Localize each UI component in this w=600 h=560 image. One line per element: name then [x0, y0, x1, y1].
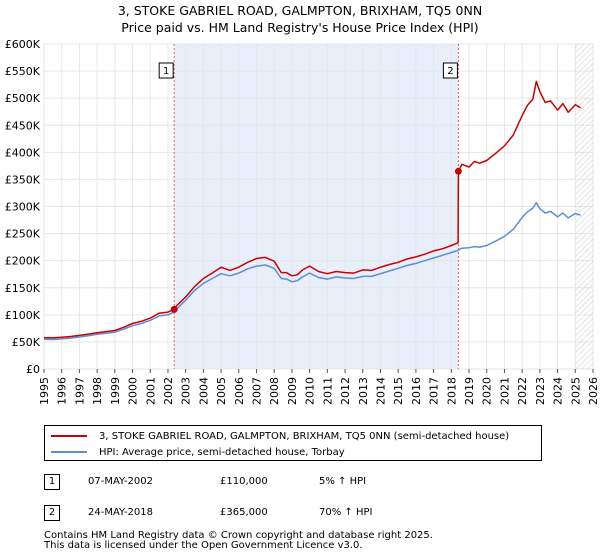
x-tick-label: 2016	[410, 377, 423, 405]
transaction-badge: 1	[44, 474, 60, 490]
transaction-date: 07-MAY-2002	[88, 476, 154, 487]
legend-label-hpi: HPI: Average price, semi-detached house,…	[99, 446, 345, 458]
transaction-point	[454, 167, 462, 175]
y-tick-label: £250K	[5, 228, 41, 241]
x-tick-label: 2022	[516, 377, 529, 405]
x-tick-label: 2019	[463, 377, 476, 405]
y-tick-label: £600K	[5, 38, 41, 51]
series-line-price-paid	[43, 80, 581, 339]
x-tick-label: 2024	[552, 377, 565, 405]
x-tick-label: 2018	[445, 377, 458, 405]
x-tick-label: 1997	[73, 377, 86, 405]
x-tick-label: 2009	[286, 377, 299, 405]
legend-swatch-blue	[51, 451, 87, 453]
x-tick-label: 2005	[215, 377, 228, 405]
x-tick-label: 2002	[162, 377, 175, 405]
x-tick-label: 2006	[233, 377, 246, 405]
x-tick-label: 2003	[180, 377, 193, 405]
annotation-badge-box	[158, 62, 174, 79]
x-tick-label: 2025	[569, 377, 582, 405]
x-tick-label: 2014	[374, 377, 387, 405]
y-tick-label: £0	[26, 363, 40, 376]
footer: Contains HM Land Registry data © Crown c…	[44, 531, 433, 551]
x-tick-label: 1999	[109, 377, 122, 405]
x-tick-label: 2011	[321, 377, 334, 405]
y-tick-label: £200K	[5, 255, 41, 268]
x-tick-label: 2001	[144, 377, 157, 405]
x-tick-label: 2012	[339, 377, 352, 405]
footer-line-1: Contains HM Land Registry data © Crown c…	[44, 530, 433, 541]
transaction-date: 24-MAY-2018	[88, 507, 154, 518]
legend-swatch-red	[51, 435, 87, 437]
transaction-point	[170, 305, 178, 313]
future-hatch	[575, 44, 593, 369]
y-tick-label: £50K	[12, 336, 41, 349]
x-tick-label: 2021	[498, 377, 511, 405]
chart-subtitle: Price paid vs. HM Land Registry's House …	[121, 20, 479, 35]
x-tick-label: 1995	[38, 377, 51, 405]
x-tick-label: 2010	[304, 377, 317, 405]
x-tick-label: 2026	[587, 377, 600, 405]
annotation-badge-box	[442, 62, 458, 79]
legend-item-price-paid: 3, STOKE GABRIEL ROAD, GALMPTON, BRIXHAM…	[51, 429, 509, 443]
transaction-hpi: 70% ↑ HPI	[319, 507, 373, 518]
x-tick-label: 2020	[481, 377, 494, 405]
series-line-hpi	[43, 201, 581, 341]
y-tick-label: £550K	[5, 65, 41, 78]
annotation-badge-label: 1	[163, 66, 169, 77]
x-tick-label: 2004	[197, 377, 210, 405]
chart-title: 3, STOKE GABRIEL ROAD, GALMPTON, BRIXHAM…	[117, 3, 483, 18]
y-tick-label: £500K	[5, 92, 41, 105]
y-tick-label: £450K	[5, 119, 41, 132]
transaction-hpi: 5% ↑ HPI	[319, 476, 367, 487]
footer-line-2: This data is licensed under the Open Gov…	[44, 540, 363, 551]
x-tick-label: 2007	[251, 377, 264, 405]
chart: 1 2 £0 £50K £100K £150K £200K £250K £300K £350K £…	[5, 38, 600, 405]
annotation-badge-label: 2	[447, 66, 453, 77]
x-tick-label: 2023	[534, 377, 547, 405]
y-tick-label: £100K	[5, 309, 41, 322]
x-tick-label: 2015	[392, 377, 405, 405]
y-tick-label: £350K	[5, 173, 41, 186]
y-tick-label: £150K	[5, 282, 41, 295]
x-tick-label: 1998	[91, 377, 104, 405]
x-tick-label: 1996	[56, 377, 69, 405]
y-tick-label: £300K	[5, 201, 41, 214]
x-tick-label: 2017	[428, 377, 441, 405]
x-tick-label: 2000	[127, 377, 140, 405]
x-tick-label: 2013	[357, 377, 370, 405]
y-tick-label: £400K	[5, 146, 41, 159]
legend-label-price-paid: 3, STOKE GABRIEL ROAD, GALMPTON, BRIXHAM…	[99, 430, 510, 442]
transaction-price: £365,000	[220, 507, 268, 518]
chart-title-block: 3, STOKE GABRIEL ROAD, GALMPTON, BRIXHAM…	[0, 2, 600, 36]
legend: 3, STOKE GABRIEL ROAD, GALMPTON, BRIXHAM…	[44, 425, 542, 461]
legend-item-hpi: HPI: Average price, semi-detached house,…	[51, 445, 345, 459]
transaction-badge: 2	[44, 505, 60, 521]
x-tick-label: 2008	[268, 377, 281, 405]
transaction-price: £110,000	[220, 476, 268, 487]
